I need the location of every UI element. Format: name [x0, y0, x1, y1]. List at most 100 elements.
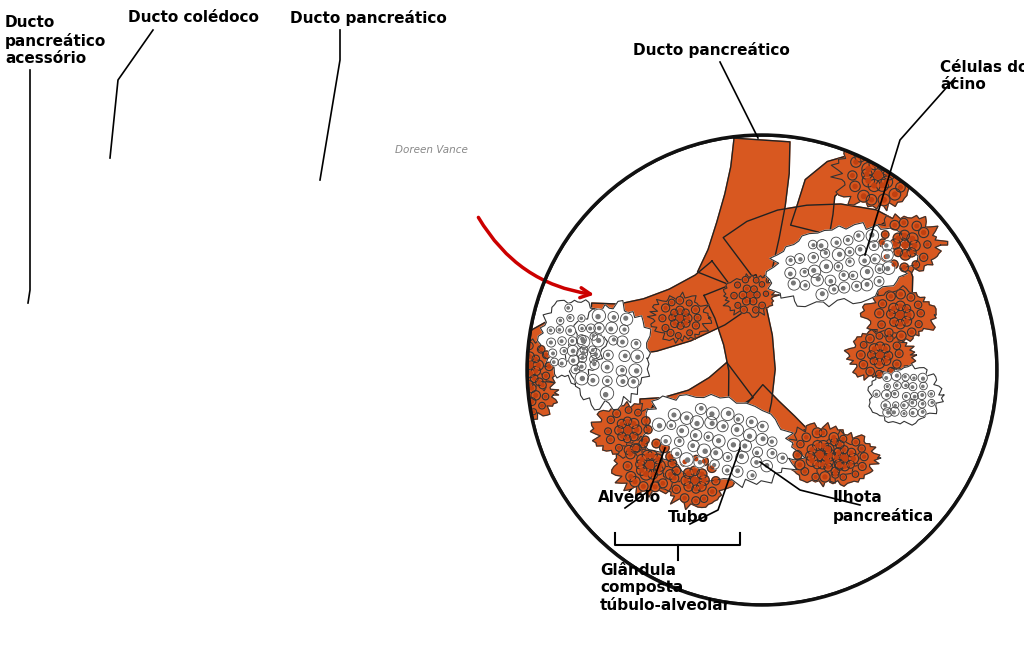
Circle shape — [624, 417, 632, 426]
Polygon shape — [351, 127, 389, 142]
Circle shape — [550, 341, 552, 344]
Circle shape — [650, 482, 660, 492]
Circle shape — [522, 386, 526, 390]
Circle shape — [543, 394, 549, 400]
Circle shape — [628, 409, 630, 412]
Circle shape — [833, 288, 836, 291]
Circle shape — [652, 418, 666, 432]
Circle shape — [681, 412, 693, 424]
Circle shape — [693, 469, 696, 473]
Circle shape — [835, 456, 839, 460]
Circle shape — [714, 451, 718, 454]
Circle shape — [742, 308, 745, 311]
Circle shape — [829, 433, 839, 442]
Circle shape — [683, 460, 686, 464]
Circle shape — [897, 250, 900, 254]
Circle shape — [632, 422, 636, 426]
Circle shape — [834, 470, 837, 473]
Circle shape — [884, 352, 893, 360]
Circle shape — [744, 278, 746, 281]
Text: Ilhota
pancreática: Ilhota pancreática — [833, 490, 934, 524]
Circle shape — [751, 286, 758, 293]
Circle shape — [883, 373, 892, 382]
Circle shape — [841, 446, 848, 454]
Circle shape — [854, 231, 864, 241]
Circle shape — [890, 317, 899, 326]
Circle shape — [736, 451, 749, 464]
Circle shape — [842, 455, 848, 461]
Circle shape — [903, 253, 907, 257]
Circle shape — [636, 446, 639, 450]
Circle shape — [836, 440, 844, 449]
Circle shape — [898, 171, 909, 182]
Circle shape — [820, 260, 833, 273]
Text: Glândula
composta
túbulo-alveolar: Glândula composta túbulo-alveolar — [600, 563, 731, 613]
Circle shape — [813, 460, 821, 469]
Circle shape — [808, 253, 818, 263]
Circle shape — [867, 351, 876, 359]
Polygon shape — [207, 224, 233, 236]
Circle shape — [896, 384, 898, 386]
Circle shape — [881, 344, 890, 353]
Circle shape — [629, 452, 632, 456]
Polygon shape — [860, 285, 936, 343]
Circle shape — [571, 359, 574, 362]
Circle shape — [653, 454, 663, 464]
Circle shape — [918, 323, 920, 325]
Circle shape — [679, 309, 682, 312]
Circle shape — [753, 307, 759, 313]
Circle shape — [528, 344, 530, 348]
Circle shape — [799, 258, 802, 261]
Polygon shape — [647, 292, 712, 344]
Circle shape — [831, 436, 836, 439]
Circle shape — [804, 271, 806, 273]
Circle shape — [676, 333, 681, 338]
Circle shape — [883, 262, 895, 274]
Circle shape — [644, 420, 647, 423]
Circle shape — [811, 274, 823, 286]
Circle shape — [629, 364, 642, 377]
Circle shape — [633, 444, 641, 452]
Circle shape — [607, 416, 614, 424]
Circle shape — [792, 281, 796, 285]
Circle shape — [902, 316, 911, 326]
Circle shape — [679, 324, 682, 327]
Circle shape — [845, 247, 854, 256]
Circle shape — [636, 460, 645, 469]
Circle shape — [885, 167, 890, 171]
Circle shape — [677, 425, 689, 437]
Circle shape — [901, 175, 905, 179]
Circle shape — [801, 468, 809, 476]
Circle shape — [691, 444, 694, 448]
Circle shape — [759, 302, 766, 309]
Circle shape — [794, 451, 802, 460]
Circle shape — [616, 366, 627, 376]
Circle shape — [767, 449, 777, 458]
Circle shape — [835, 459, 844, 469]
Circle shape — [816, 289, 828, 301]
Circle shape — [900, 263, 908, 271]
Circle shape — [889, 189, 901, 200]
Circle shape — [914, 301, 922, 308]
Circle shape — [519, 384, 529, 393]
Text: Ducto pancreático: Ducto pancreático — [633, 42, 790, 58]
Circle shape — [849, 271, 858, 279]
Circle shape — [884, 168, 895, 180]
Circle shape — [522, 411, 525, 414]
Circle shape — [522, 376, 525, 380]
Circle shape — [806, 455, 818, 466]
Circle shape — [859, 360, 867, 369]
Circle shape — [882, 356, 891, 366]
Circle shape — [753, 288, 756, 291]
Circle shape — [702, 478, 707, 482]
Circle shape — [900, 249, 910, 260]
Circle shape — [879, 239, 887, 247]
Circle shape — [739, 454, 743, 458]
Circle shape — [520, 408, 528, 416]
Circle shape — [820, 472, 830, 482]
Circle shape — [759, 281, 765, 287]
Circle shape — [648, 470, 657, 479]
Circle shape — [896, 319, 905, 329]
Circle shape — [707, 436, 710, 438]
Circle shape — [671, 309, 678, 316]
